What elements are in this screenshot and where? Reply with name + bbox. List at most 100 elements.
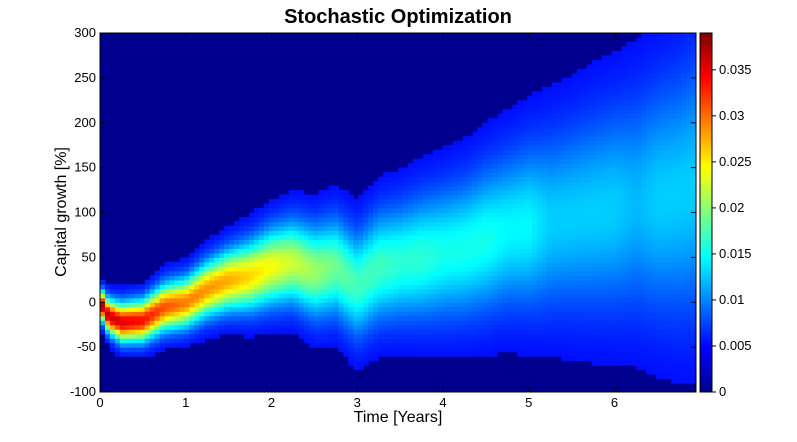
heatmap-cell (427, 315, 434, 321)
heatmap-cell (407, 199, 414, 205)
heatmap-cell (169, 297, 176, 303)
heatmap-cell (631, 176, 637, 182)
heatmap-cell (432, 181, 439, 187)
heatmap-cell (646, 248, 652, 254)
heatmap-cell (343, 315, 349, 321)
heatmap-cell (502, 203, 508, 209)
heatmap-cell (502, 221, 508, 227)
heatmap-cell (328, 203, 335, 209)
heatmap-cell (646, 113, 652, 119)
heatmap-cell (631, 41, 637, 48)
heatmap-cell (432, 234, 439, 241)
heatmap-cell (641, 320, 647, 326)
heatmap-cell (532, 212, 538, 218)
heatmap-cell (353, 293, 359, 299)
heatmap-cell (343, 257, 349, 263)
heatmap-cell (432, 203, 439, 209)
heatmap-cell (179, 275, 186, 281)
heatmap-cell (537, 288, 543, 294)
heatmap-cell (502, 266, 508, 272)
heatmap-cell (239, 293, 245, 299)
heatmap-cell (154, 347, 161, 353)
heatmap-cell (666, 311, 672, 317)
heatmap-cell (298, 275, 305, 281)
heatmap-cell (671, 46, 677, 52)
heatmap-cell (566, 158, 573, 164)
heatmap-cell (293, 243, 300, 249)
heatmap-cell (671, 230, 677, 236)
heatmap-cell (378, 279, 384, 285)
heatmap-cell (328, 239, 335, 245)
heatmap-cell (631, 356, 637, 362)
heatmap-cell (263, 315, 270, 321)
heatmap-cell (467, 194, 474, 200)
heatmap-cell (482, 261, 488, 267)
heatmap-cell (571, 86, 578, 92)
heatmap-cell (512, 288, 518, 294)
heatmap-cell (611, 230, 618, 236)
heatmap-cell (606, 140, 613, 146)
heatmap-cell (601, 212, 608, 218)
heatmap-cell (353, 275, 359, 281)
heatmap-cell (288, 266, 295, 272)
heatmap-cell (482, 311, 488, 317)
heatmap-cell (671, 59, 677, 66)
heatmap-cell (452, 275, 459, 281)
heatmap-cell (467, 324, 474, 330)
heatmap-cell (283, 216, 290, 223)
heatmap-cell (656, 104, 662, 110)
heatmap-cell (551, 311, 558, 317)
heatmap-cell (641, 37, 647, 43)
heatmap-cell (169, 284, 176, 290)
heatmap-cell (611, 50, 618, 57)
heatmap-cell (547, 172, 553, 178)
heatmap-cell (537, 297, 543, 303)
heatmap-cell (556, 284, 563, 290)
heatmap-cell (288, 302, 295, 308)
heatmap-cell (482, 149, 488, 155)
heatmap-cell (507, 252, 513, 258)
heatmap-cell (527, 347, 533, 353)
heatmap-cell (398, 203, 404, 209)
heatmap-cell (537, 203, 543, 209)
heatmap-cell (239, 243, 245, 249)
heatmap-cell (467, 351, 474, 357)
heatmap-cell (676, 257, 682, 263)
heatmap-cell (244, 234, 250, 241)
heatmap-cell (507, 203, 513, 209)
heatmap-cell (631, 297, 637, 303)
heatmap-cell (104, 293, 111, 299)
heatmap-cell (417, 302, 424, 308)
heatmap-cell (442, 333, 449, 339)
heatmap-cell (636, 172, 642, 178)
heatmap-cell (268, 297, 275, 303)
heatmap-cell (139, 311, 146, 317)
heatmap-cell (298, 199, 305, 205)
heatmap-cell (462, 203, 469, 209)
heatmap-cell (477, 149, 484, 155)
heatmap-cell (606, 333, 613, 339)
heatmap-cell (492, 261, 498, 267)
heatmap-cell (378, 176, 384, 182)
heatmap-cell (338, 288, 344, 294)
heatmap-cell (348, 284, 354, 290)
heatmap-cell (422, 216, 429, 223)
heatmap-cell (258, 324, 265, 330)
heatmap-cell (363, 190, 369, 196)
heatmap-cell (129, 338, 136, 344)
heatmap-cell (586, 64, 593, 70)
heatmap-cell (596, 297, 603, 303)
heatmap-cell (447, 293, 454, 299)
heatmap-cell (547, 248, 553, 254)
heatmap-cell (626, 68, 633, 74)
heatmap-cell (606, 266, 613, 272)
heatmap-cell (263, 248, 270, 254)
heatmap-cell (671, 365, 677, 371)
heatmap-cell (551, 203, 558, 209)
heatmap-cell (606, 320, 613, 326)
heatmap-cell (551, 315, 558, 321)
heatmap-cell (566, 324, 573, 330)
heatmap-cell (442, 315, 449, 321)
heatmap-cell (656, 257, 662, 263)
heatmap-cell (547, 347, 553, 353)
